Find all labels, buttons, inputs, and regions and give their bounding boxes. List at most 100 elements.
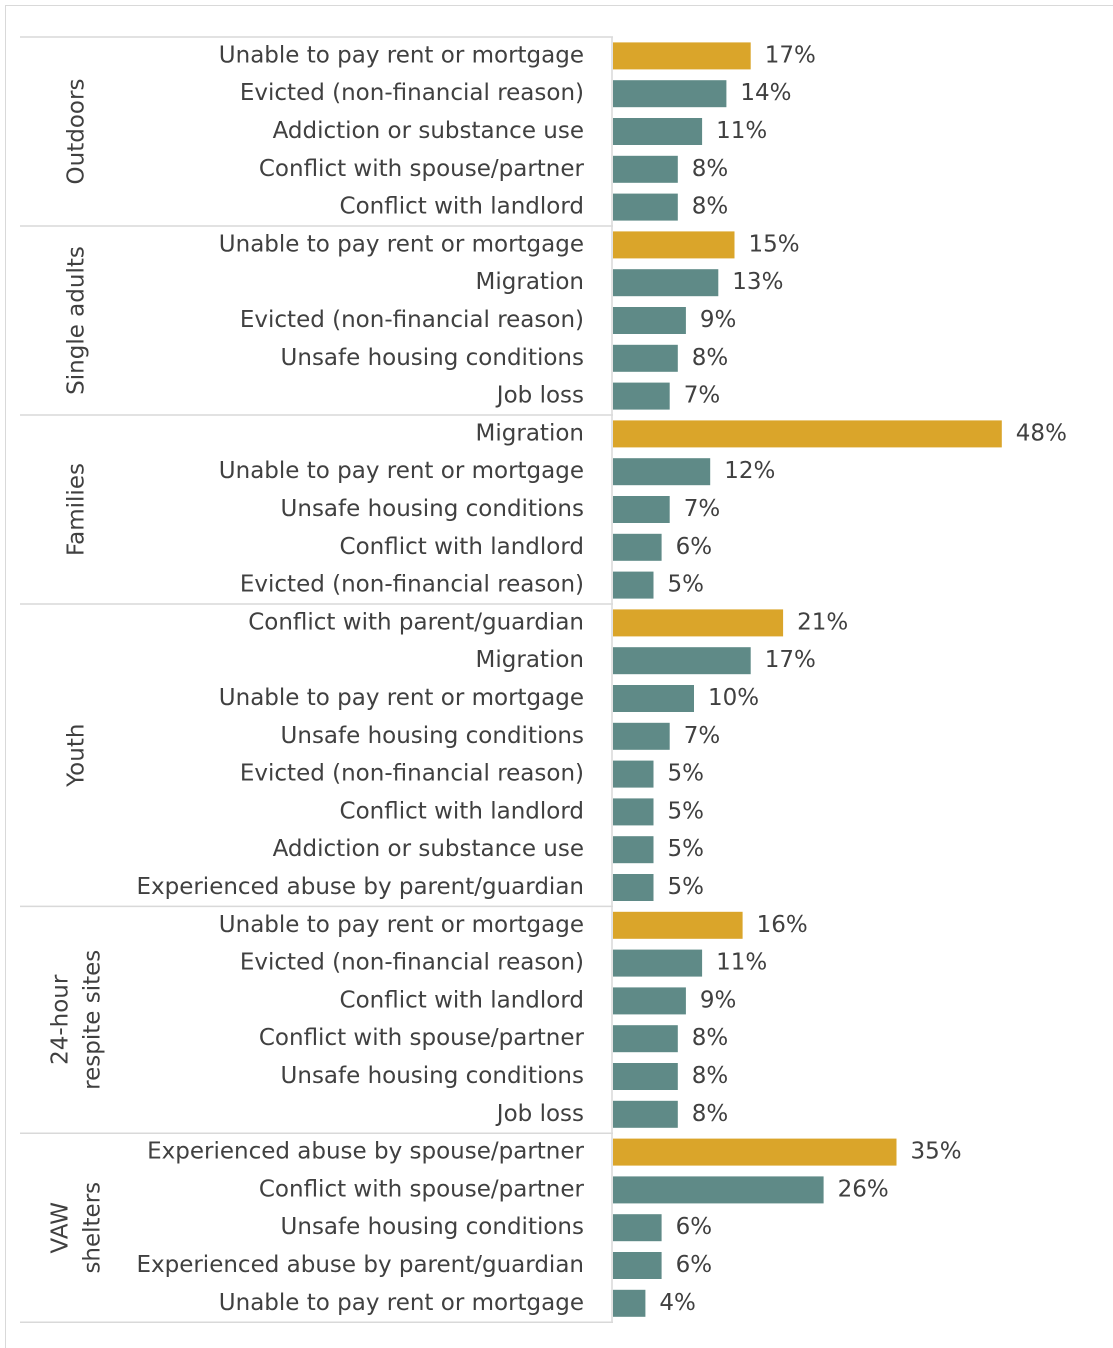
- bar: [613, 949, 703, 977]
- category-label: Addiction or substance use: [273, 836, 584, 862]
- category-label: Conflict with landlord: [340, 194, 584, 220]
- bar: [613, 647, 751, 675]
- value-label: 6%: [676, 534, 713, 560]
- category-label: Conflict with spouse/partner: [259, 156, 585, 182]
- value-label: 7%: [684, 383, 721, 409]
- value-label: 13%: [732, 269, 783, 295]
- category-label: Conflict with landlord: [340, 987, 584, 1013]
- category-label: Evicted (non-financial reason): [240, 80, 584, 106]
- value-label: 7%: [684, 723, 721, 749]
- value-label: 6%: [676, 1252, 713, 1278]
- category-label: Evicted (non-financial reason): [240, 950, 584, 976]
- group-label: Youth: [64, 724, 90, 788]
- bar: [613, 496, 670, 523]
- bar: [613, 382, 670, 410]
- category-label: Addiction or substance use: [273, 118, 584, 144]
- category-label: Conflict with landlord: [340, 798, 584, 824]
- bar: [613, 722, 670, 750]
- value-label: 9%: [700, 987, 737, 1013]
- category-label: Evicted (non-financial reason): [240, 761, 584, 787]
- category-label: Evicted (non-financial reason): [240, 572, 584, 598]
- category-label: Unsafe housing conditions: [281, 345, 584, 371]
- value-label: 11%: [716, 950, 767, 976]
- bar: [613, 458, 711, 486]
- value-label: 9%: [700, 307, 737, 333]
- value-label: 10%: [708, 685, 759, 711]
- value-label: 5%: [668, 836, 705, 862]
- category-label: Unable to pay rent or mortgage: [219, 458, 584, 484]
- category-label: Conflict with spouse/partner: [259, 1176, 585, 1202]
- category-label: Experienced abuse by spouse/partner: [147, 1139, 584, 1165]
- value-label: 8%: [692, 1063, 729, 1089]
- bar: [613, 231, 735, 259]
- bar: [613, 1214, 662, 1242]
- bar: [613, 1138, 897, 1166]
- value-label: 11%: [716, 118, 767, 144]
- value-label: 35%: [911, 1139, 962, 1165]
- value-label: 5%: [668, 874, 705, 900]
- value-label: 8%: [692, 1025, 729, 1051]
- bar: [613, 193, 678, 221]
- value-label: 15%: [749, 231, 800, 257]
- bar: [613, 609, 784, 637]
- value-label: 8%: [692, 1101, 729, 1127]
- group-label: Families: [64, 463, 90, 556]
- category-label: Unsafe housing conditions: [281, 496, 584, 522]
- value-label: 8%: [692, 156, 729, 182]
- value-label: 8%: [692, 345, 729, 371]
- bar: [613, 1289, 646, 1317]
- value-label: 5%: [668, 798, 705, 824]
- category-label: Unable to pay rent or mortgage: [219, 1290, 584, 1316]
- category-label: Migration: [476, 420, 584, 446]
- value-label: 6%: [676, 1214, 713, 1240]
- category-label: Unsafe housing conditions: [281, 1214, 584, 1240]
- category-label: Migration: [476, 269, 584, 295]
- value-label: 48%: [1016, 420, 1067, 446]
- bar: [613, 798, 654, 826]
- bar: [613, 1176, 824, 1204]
- bar: [613, 1252, 662, 1279]
- bar: [613, 760, 654, 788]
- bar: [613, 533, 662, 561]
- value-label: 12%: [724, 458, 775, 484]
- category-label: Unsafe housing conditions: [281, 1063, 584, 1089]
- category-label: Conflict with parent/guardian: [248, 609, 584, 635]
- chart-frame: [5, 5, 1113, 1348]
- group-label: 24-hour: [48, 974, 74, 1065]
- category-label: Job loss: [495, 1101, 584, 1127]
- group-label: respite sites: [80, 950, 106, 1090]
- bar: [613, 911, 743, 939]
- value-label: 16%: [757, 912, 808, 938]
- category-label: Experienced abuse by parent/guardian: [136, 1252, 584, 1278]
- value-label: 4%: [659, 1290, 696, 1316]
- value-label: 21%: [797, 609, 848, 635]
- bar: [613, 874, 654, 901]
- bar: [613, 1100, 678, 1128]
- bar: [613, 42, 751, 70]
- group-label: VAW: [48, 1202, 74, 1253]
- bar: [613, 420, 1002, 448]
- bar: [613, 836, 654, 864]
- bar: [613, 80, 727, 108]
- category-label: Unable to pay rent or mortgage: [219, 42, 584, 68]
- bar: [613, 118, 703, 145]
- category-label: Unable to pay rent or mortgage: [219, 231, 584, 257]
- value-label: 17%: [765, 647, 816, 673]
- category-label: Unable to pay rent or mortgage: [219, 912, 584, 938]
- category-label: Unsafe housing conditions: [281, 723, 584, 749]
- category-label: Evicted (non-financial reason): [240, 307, 584, 333]
- value-label: 14%: [740, 80, 791, 106]
- group-label: Outdoors: [64, 79, 90, 185]
- bar: [613, 344, 678, 372]
- value-label: 26%: [838, 1176, 889, 1202]
- category-label: Conflict with spouse/partner: [259, 1025, 585, 1051]
- value-label: 5%: [668, 761, 705, 787]
- value-label: 17%: [765, 42, 816, 68]
- value-label: 8%: [692, 194, 729, 220]
- value-label: 5%: [668, 572, 705, 598]
- bar: [613, 269, 719, 297]
- value-label: 7%: [684, 496, 721, 522]
- bar: [613, 685, 694, 712]
- category-label: Conflict with landlord: [340, 534, 584, 560]
